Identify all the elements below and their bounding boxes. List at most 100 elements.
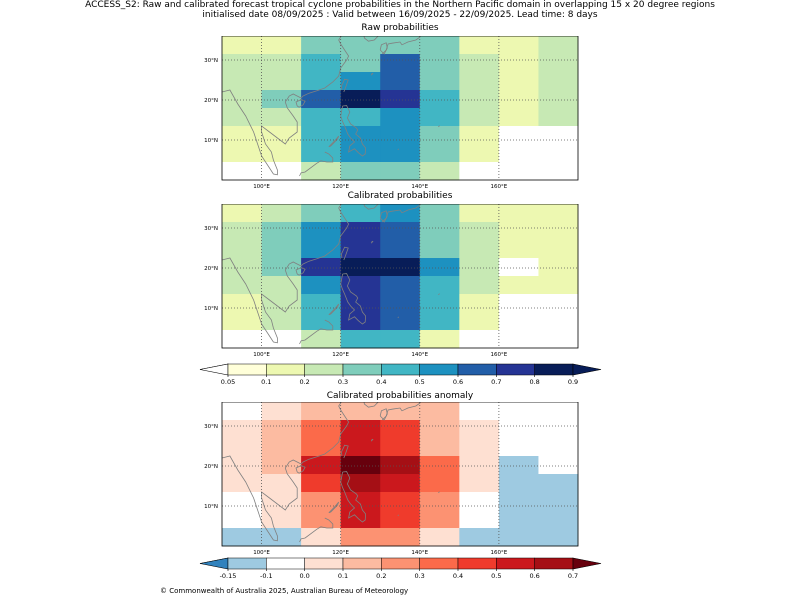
heatmap-cell-7-3 [340, 162, 381, 181]
heatmap-cell-2-1 [261, 72, 302, 91]
raw-probability-map: 100°E 120°E 140°E 160°E 30°N 20°N 10°N [204, 36, 579, 190]
heatmap-cell-1-4 [380, 222, 421, 241]
heatmap-cell-6-8 [538, 312, 579, 331]
heatmap-cell-6-8 [538, 510, 579, 529]
heatmap-cell-7-5 [419, 528, 460, 547]
coastline-10 [438, 491, 440, 494]
heatmap-cell-0-0 [222, 204, 262, 223]
heatmap-cell-3-3 [340, 456, 381, 475]
heatmap-cell-7-6 [459, 528, 500, 547]
colorbar-segment-7 [496, 363, 535, 376]
calibrated-probability-map: 100°E 120°E 140°E 160°E 30°N 20°N 10°N [204, 204, 579, 358]
y-tick-label: 10°N [204, 138, 218, 144]
heatmap-cell-6-5 [419, 144, 460, 163]
heatmap-cell-4-4 [380, 276, 421, 295]
heatmap-cell-0-3 [340, 402, 381, 421]
colorbar-tick-label: 0.5 [491, 572, 501, 580]
coastline-6 [381, 36, 421, 55]
heatmap-cell-0-2 [301, 204, 342, 223]
colorbar-segment-2 [304, 363, 344, 376]
heatmap-cell-3-2 [301, 456, 342, 475]
heatmap-cell-3-8 [538, 456, 579, 475]
x-tick-label: 160°E [491, 550, 508, 556]
heatmap-cell-3-4 [380, 90, 421, 109]
heatmap-cell-5-0 [222, 294, 262, 313]
heatmap-cell-0-2 [301, 402, 342, 421]
heatmap-cell-2-6 [459, 240, 500, 259]
heatmap-cell-5-8 [538, 294, 579, 313]
heatmap-cell-0-8 [538, 36, 579, 55]
heatmap-cell-5-5 [419, 492, 460, 511]
heatmap-cell-6-3 [340, 312, 381, 331]
y-tick-label: 30°N [204, 58, 218, 64]
colorbar-tick-label: 0.8 [529, 378, 539, 386]
heatmap-cell-0-8 [538, 204, 579, 223]
gridlines [222, 402, 578, 546]
colorbar-over-triangle [572, 363, 602, 376]
gridlines [222, 36, 578, 180]
colorbar-segment-3 [342, 557, 382, 570]
heatmap-cell-0-6 [459, 204, 500, 223]
colorbar-segment-5 [419, 363, 459, 376]
heatmap-cell-1-2 [301, 420, 342, 439]
heatmap-cell-7-7 [498, 162, 539, 181]
heatmap-cell-6-3 [340, 510, 381, 529]
heatmap-cell-0-7 [498, 36, 539, 55]
heatmap-cell-5-2 [301, 492, 342, 511]
heatmap-cell-1-5 [419, 420, 460, 439]
figure-title: ACCESS_S2: Raw and calibrated forecast t… [85, 0, 715, 10]
coastlines [221, 402, 440, 543]
heatmap-cell-3-1 [261, 258, 302, 277]
heatmap-cell-0-7 [498, 204, 539, 223]
heatmap-cell-6-6 [459, 144, 500, 163]
heatmap-cell-5-3 [340, 294, 381, 313]
heatmap-cell-2-4 [380, 240, 421, 259]
coastline-6 [381, 402, 421, 421]
colorbar-tick-label: 0.2 [299, 378, 309, 386]
coastline-9 [370, 438, 374, 442]
heatmap-cell-7-8 [538, 162, 579, 181]
heatmap-cell-2-7 [498, 438, 539, 457]
heatmap-cell-0-5 [419, 204, 460, 223]
heatmap-cell-6-5 [419, 312, 460, 331]
heatmap-cell-1-2 [301, 54, 342, 73]
heatmap-cell-1-1 [261, 54, 302, 73]
heatmap-cell-7-0 [222, 330, 262, 349]
heatmap-cell-0-3 [340, 36, 381, 55]
heatmap-cell-2-5 [419, 438, 460, 457]
coastline-9 [370, 72, 374, 76]
heatmap-cell-7-1 [261, 528, 302, 547]
x-tick-label: 160°E [491, 184, 508, 190]
heatmap-cell-1-4 [380, 54, 421, 73]
coastlines [221, 204, 440, 345]
heatmap-cell-3-6 [459, 90, 500, 109]
colorbar-tick-label: 0.6 [453, 378, 463, 386]
heatmap-cell-7-2 [301, 162, 342, 181]
heatmap-cell-6-4 [380, 144, 421, 163]
copyright-footer: © Commonwealth of Australia 2025, Austra… [160, 587, 409, 595]
heatmap-cell-7-8 [538, 330, 579, 349]
heatmap-cell-1-5 [419, 54, 460, 73]
x-tick-label: 100°E [253, 550, 270, 556]
coastline-2 [341, 444, 349, 459]
heatmap-cells [222, 204, 579, 349]
heatmap-cell-6-7 [498, 510, 539, 529]
colorbar-tick-label: 0.6 [529, 572, 539, 580]
heatmap-cell-5-7 [498, 126, 539, 145]
heatmap-cell-3-2 [301, 258, 342, 277]
coastline-1 [363, 402, 379, 408]
heatmap-cell-1-8 [538, 54, 579, 73]
heatmap-cell-3-0 [222, 258, 262, 277]
heatmap-cells [222, 36, 579, 181]
heatmap-cell-0-6 [459, 36, 500, 55]
heatmap-cell-0-1 [261, 204, 302, 223]
heatmap-cell-2-0 [222, 240, 262, 259]
colorbar-tick-label: 0.3 [338, 378, 348, 386]
heatmap-cell-3-5 [419, 456, 460, 475]
colorbar-tick-label: 0.1 [338, 572, 348, 580]
coastline-8 [299, 517, 334, 543]
heatmap-cell-2-1 [261, 240, 302, 259]
heatmap-cell-6-8 [538, 144, 579, 163]
heatmap-cell-6-2 [301, 510, 342, 529]
heatmap-cell-1-0 [222, 222, 262, 241]
